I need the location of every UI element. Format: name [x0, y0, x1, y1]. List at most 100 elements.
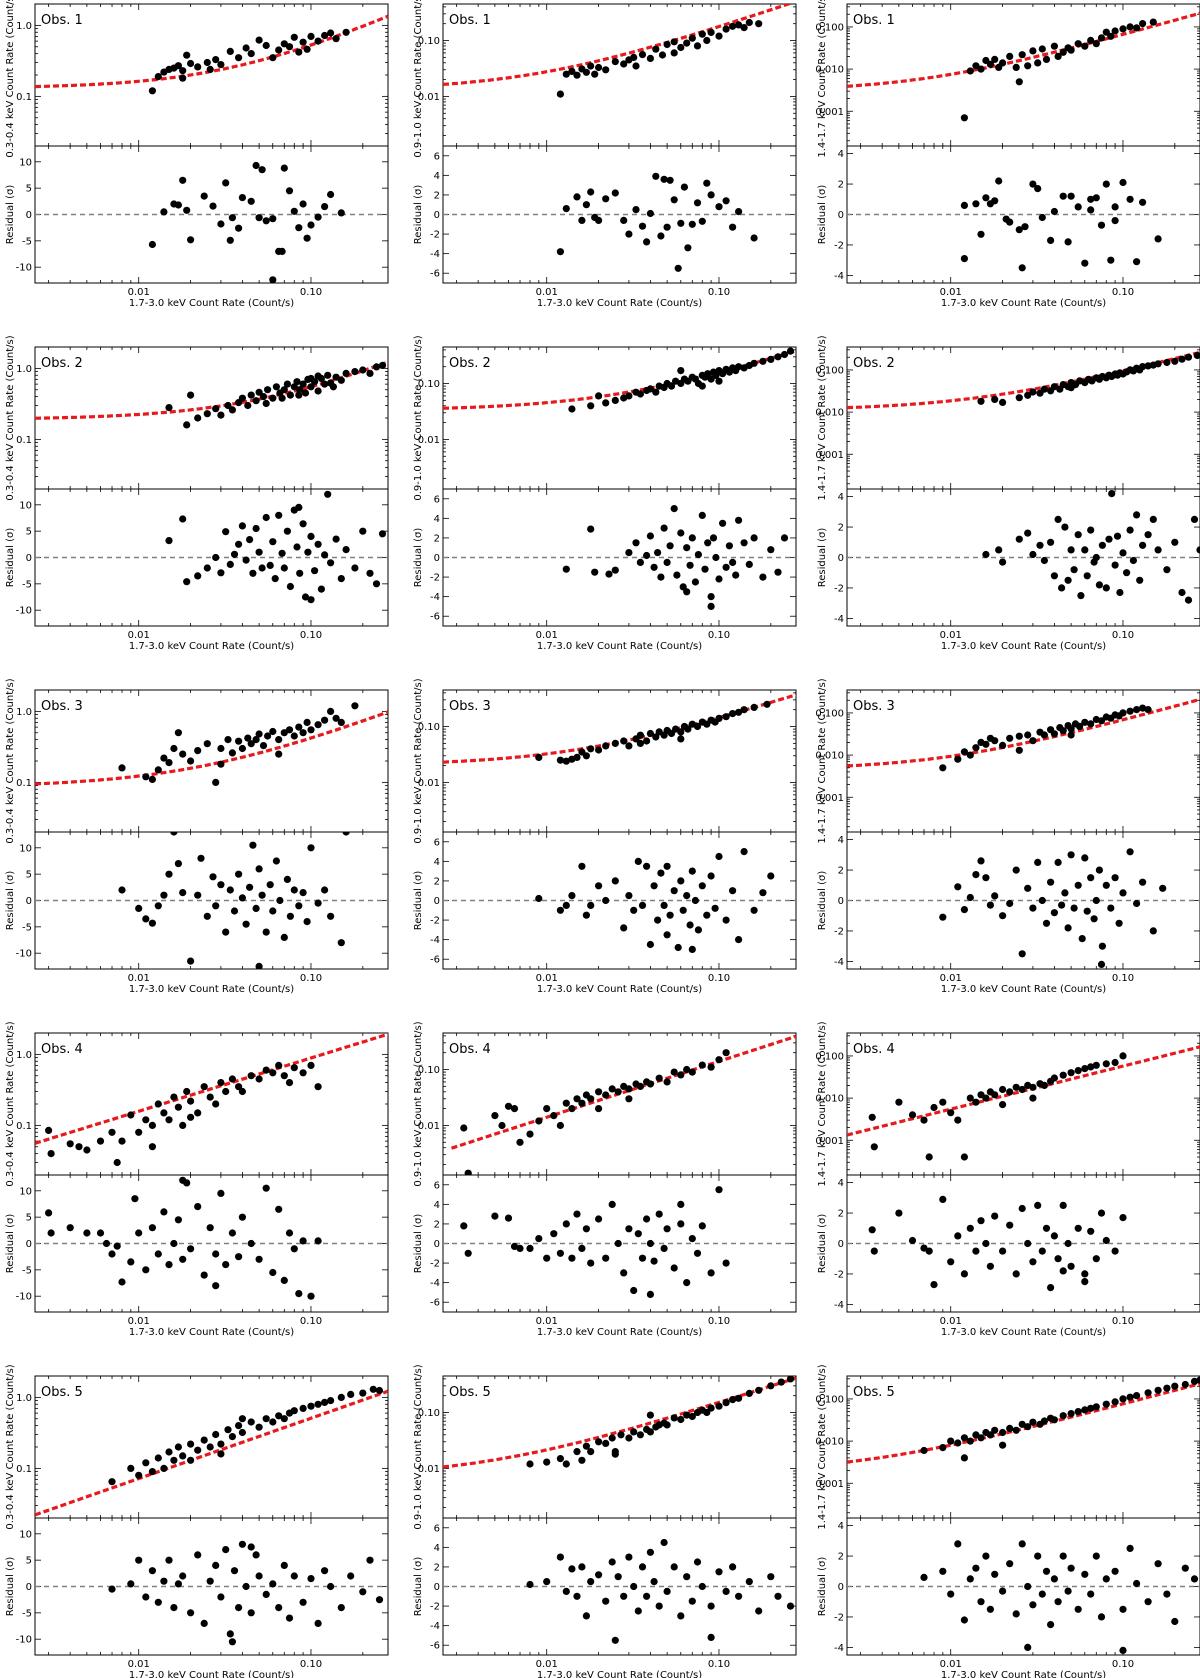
residual-point: [1074, 203, 1082, 211]
residual-point: [142, 915, 150, 923]
residual-point: [255, 1572, 263, 1580]
data-point: [1144, 1389, 1152, 1397]
data-point: [1040, 731, 1048, 739]
residual-point: [611, 189, 619, 197]
residual-tick-label: -4: [430, 1278, 440, 1289]
residual-point: [715, 575, 723, 583]
residual-point: [982, 874, 990, 882]
residual-point: [238, 1213, 246, 1221]
residual-point: [1133, 899, 1141, 908]
residual-point: [677, 1612, 685, 1620]
residual-point: [683, 544, 691, 552]
y-tick-label: 0.10: [418, 722, 440, 733]
data-point: [715, 1402, 723, 1410]
residual-point: [194, 1203, 202, 1211]
residual-point: [307, 844, 315, 852]
data-point: [170, 1456, 178, 1464]
residual-point: [1184, 596, 1193, 604]
obs-label: Obs. 4: [449, 1042, 491, 1057]
residual-point: [646, 1239, 655, 1248]
residual-point: [324, 490, 332, 498]
x-tick-label: 0.10: [708, 1659, 730, 1670]
y-tick-label: 0.010: [815, 751, 844, 762]
data-point: [625, 392, 633, 400]
residual-point: [1097, 1613, 1106, 1621]
residual-point: [295, 902, 303, 910]
residual-point: [1077, 592, 1085, 600]
data-point: [217, 1440, 225, 1448]
panel-obs4-col2: 0.01 0.10 1.7-3.0 keV Count Rate (Count/s)…: [413, 1021, 797, 1338]
residual-point: [1092, 553, 1100, 562]
residual-tick-label: -6: [430, 1641, 440, 1652]
x-axis-label: 1.7-3.0 keV Count Rate (Count/s): [129, 298, 294, 309]
residual-point: [703, 911, 711, 919]
residual-point: [226, 886, 234, 894]
residual-point: [1029, 1601, 1037, 1609]
residual-point: [674, 943, 682, 952]
residual-point: [707, 593, 715, 601]
residual-point: [977, 857, 985, 865]
residual-point: [707, 191, 715, 199]
data-point: [578, 1099, 586, 1107]
data-point: [174, 62, 182, 70]
data-point: [337, 376, 345, 384]
data-point: [285, 1079, 294, 1087]
residual-point: [1119, 1214, 1127, 1222]
data-point: [255, 1423, 263, 1431]
data-point: [228, 406, 236, 414]
residual-point: [688, 945, 696, 954]
residual-point: [1087, 195, 1095, 203]
data-point: [1074, 1408, 1082, 1416]
residual-point: [663, 862, 671, 870]
residual-point: [1015, 226, 1023, 234]
data-point: [332, 373, 340, 381]
residual-point: [96, 1229, 105, 1237]
data-point: [663, 40, 671, 49]
residual-tick-label: -2: [834, 583, 844, 594]
residual-point: [1087, 526, 1095, 534]
residual-point: [620, 1269, 628, 1277]
data-point: [135, 1471, 143, 1479]
y-axis-label: 0.9-1.0 keV Count Rate (Count/s): [413, 1021, 424, 1186]
x-axis-label: 1.7-3.0 keV Count Rate (Count/s): [129, 1670, 294, 1678]
residual-point: [1067, 546, 1075, 554]
data-point: [1050, 1416, 1058, 1424]
data-point: [286, 391, 294, 399]
residual-tick-label: 6: [434, 494, 440, 505]
data-point: [165, 1116, 173, 1124]
data-point: [1015, 78, 1023, 86]
x-tick-label: 0.10: [708, 1316, 730, 1327]
residual-point: [688, 867, 696, 875]
data-point: [170, 744, 178, 753]
residual-point: [870, 1247, 878, 1255]
residual-point: [1149, 515, 1157, 524]
residual-point: [1119, 1605, 1127, 1613]
x-tick-label: 0.01: [940, 630, 962, 641]
residual-point: [660, 901, 668, 910]
residual-point: [735, 516, 743, 524]
data-point: [722, 25, 730, 33]
data-point: [255, 730, 263, 738]
residual-point: [1139, 878, 1147, 886]
data-point: [203, 410, 211, 418]
residual-point: [1111, 203, 1119, 211]
fit-line: [35, 710, 388, 786]
y-tick-label: 0.001: [815, 107, 844, 118]
residual-point: [595, 1215, 603, 1223]
data-point: [1092, 40, 1100, 48]
data-point: [625, 1085, 633, 1093]
residual-tick-label: 5: [26, 527, 32, 538]
residual-point: [1006, 899, 1014, 908]
residual-point: [317, 585, 325, 593]
residual-axis-label: Residual (σ): [5, 528, 16, 588]
data-point: [735, 708, 743, 716]
data-point: [269, 394, 277, 402]
residual-tick-label: 2: [434, 533, 440, 544]
residual-point: [614, 1239, 622, 1248]
data-point: [715, 377, 723, 385]
residual-point: [972, 200, 980, 208]
residual-point: [148, 1567, 156, 1575]
data-point: [375, 1386, 384, 1395]
residual-point: [226, 1630, 234, 1638]
data-point: [1006, 52, 1014, 61]
